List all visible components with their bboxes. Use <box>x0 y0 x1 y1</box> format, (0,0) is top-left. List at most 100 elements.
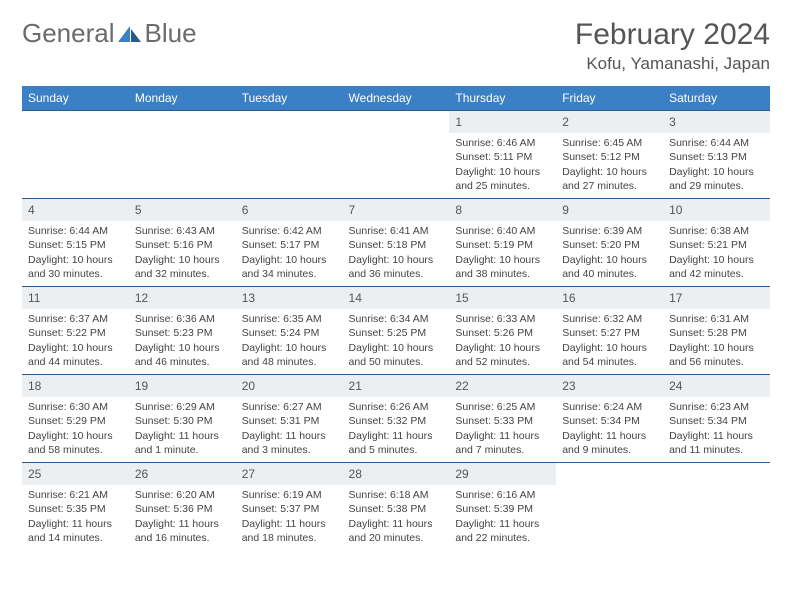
sunset-text: Sunset: 5:21 PM <box>669 238 764 252</box>
sunrise-text: Sunrise: 6:34 AM <box>349 312 444 326</box>
daylight-text: Daylight: 10 hours and 29 minutes. <box>669 165 764 193</box>
week-row: 18Sunrise: 6:30 AMSunset: 5:29 PMDayligh… <box>22 375 770 463</box>
day-cell: 9Sunrise: 6:39 AMSunset: 5:20 PMDaylight… <box>556 199 663 287</box>
day-details: Sunrise: 6:25 AMSunset: 5:33 PMDaylight:… <box>449 397 556 462</box>
day-header-row: SundayMondayTuesdayWednesdayThursdayFrid… <box>22 86 770 111</box>
day-cell: 18Sunrise: 6:30 AMSunset: 5:29 PMDayligh… <box>22 375 129 463</box>
day-cell: 11Sunrise: 6:37 AMSunset: 5:22 PMDayligh… <box>22 287 129 375</box>
day-cell: 22Sunrise: 6:25 AMSunset: 5:33 PMDayligh… <box>449 375 556 463</box>
day-number: 9 <box>556 199 663 221</box>
sunrise-text: Sunrise: 6:20 AM <box>135 488 230 502</box>
day-details: Sunrise: 6:20 AMSunset: 5:36 PMDaylight:… <box>129 485 236 550</box>
sunrise-text: Sunrise: 6:41 AM <box>349 224 444 238</box>
sunset-text: Sunset: 5:20 PM <box>562 238 657 252</box>
day-cell: 19Sunrise: 6:29 AMSunset: 5:30 PMDayligh… <box>129 375 236 463</box>
day-cell: 16Sunrise: 6:32 AMSunset: 5:27 PMDayligh… <box>556 287 663 375</box>
day-cell: 21Sunrise: 6:26 AMSunset: 5:32 PMDayligh… <box>343 375 450 463</box>
daylight-text: Daylight: 10 hours and 25 minutes. <box>455 165 550 193</box>
calendar-body: 1Sunrise: 6:46 AMSunset: 5:11 PMDaylight… <box>22 111 770 551</box>
day-header-tuesday: Tuesday <box>236 86 343 111</box>
daylight-text: Daylight: 11 hours and 5 minutes. <box>349 429 444 457</box>
sunset-text: Sunset: 5:38 PM <box>349 502 444 516</box>
sunrise-text: Sunrise: 6:42 AM <box>242 224 337 238</box>
sunrise-text: Sunrise: 6:33 AM <box>455 312 550 326</box>
sunset-text: Sunset: 5:30 PM <box>135 414 230 428</box>
empty-cell <box>236 111 343 199</box>
daylight-text: Daylight: 11 hours and 20 minutes. <box>349 517 444 545</box>
daylight-text: Daylight: 10 hours and 42 minutes. <box>669 253 764 281</box>
day-number: 2 <box>556 111 663 133</box>
day-number: 28 <box>343 463 450 485</box>
daylight-text: Daylight: 10 hours and 50 minutes. <box>349 341 444 369</box>
day-cell: 24Sunrise: 6:23 AMSunset: 5:34 PMDayligh… <box>663 375 770 463</box>
day-number <box>556 463 663 485</box>
day-details: Sunrise: 6:46 AMSunset: 5:11 PMDaylight:… <box>449 133 556 198</box>
day-cell: 14Sunrise: 6:34 AMSunset: 5:25 PMDayligh… <box>343 287 450 375</box>
sunrise-text: Sunrise: 6:37 AM <box>28 312 123 326</box>
day-cell: 28Sunrise: 6:18 AMSunset: 5:38 PMDayligh… <box>343 463 450 551</box>
day-details: Sunrise: 6:34 AMSunset: 5:25 PMDaylight:… <box>343 309 450 374</box>
sunrise-text: Sunrise: 6:35 AM <box>242 312 337 326</box>
day-number: 14 <box>343 287 450 309</box>
day-details: Sunrise: 6:16 AMSunset: 5:39 PMDaylight:… <box>449 485 556 550</box>
daylight-text: Daylight: 11 hours and 16 minutes. <box>135 517 230 545</box>
day-number: 1 <box>449 111 556 133</box>
sunrise-text: Sunrise: 6:38 AM <box>669 224 764 238</box>
day-number: 22 <box>449 375 556 397</box>
daylight-text: Daylight: 10 hours and 48 minutes. <box>242 341 337 369</box>
sunrise-text: Sunrise: 6:16 AM <box>455 488 550 502</box>
sunset-text: Sunset: 5:36 PM <box>135 502 230 516</box>
day-number <box>236 111 343 133</box>
day-cell: 29Sunrise: 6:16 AMSunset: 5:39 PMDayligh… <box>449 463 556 551</box>
day-details: Sunrise: 6:39 AMSunset: 5:20 PMDaylight:… <box>556 221 663 286</box>
day-number: 21 <box>343 375 450 397</box>
day-details: Sunrise: 6:21 AMSunset: 5:35 PMDaylight:… <box>22 485 129 550</box>
day-number: 5 <box>129 199 236 221</box>
day-details: Sunrise: 6:18 AMSunset: 5:38 PMDaylight:… <box>343 485 450 550</box>
day-details: Sunrise: 6:44 AMSunset: 5:15 PMDaylight:… <box>22 221 129 286</box>
sunrise-text: Sunrise: 6:18 AM <box>349 488 444 502</box>
day-details: Sunrise: 6:35 AMSunset: 5:24 PMDaylight:… <box>236 309 343 374</box>
day-number: 25 <box>22 463 129 485</box>
week-row: 25Sunrise: 6:21 AMSunset: 5:35 PMDayligh… <box>22 463 770 551</box>
day-details: Sunrise: 6:30 AMSunset: 5:29 PMDaylight:… <box>22 397 129 462</box>
day-cell: 4Sunrise: 6:44 AMSunset: 5:15 PMDaylight… <box>22 199 129 287</box>
day-number: 19 <box>129 375 236 397</box>
sunset-text: Sunset: 5:27 PM <box>562 326 657 340</box>
sunrise-text: Sunrise: 6:44 AM <box>669 136 764 150</box>
day-cell: 13Sunrise: 6:35 AMSunset: 5:24 PMDayligh… <box>236 287 343 375</box>
sunset-text: Sunset: 5:23 PM <box>135 326 230 340</box>
day-number: 26 <box>129 463 236 485</box>
daylight-text: Daylight: 10 hours and 32 minutes. <box>135 253 230 281</box>
sunset-text: Sunset: 5:34 PM <box>669 414 764 428</box>
day-number: 8 <box>449 199 556 221</box>
empty-cell <box>22 111 129 199</box>
day-details: Sunrise: 6:42 AMSunset: 5:17 PMDaylight:… <box>236 221 343 286</box>
daylight-text: Daylight: 10 hours and 30 minutes. <box>28 253 123 281</box>
sunset-text: Sunset: 5:18 PM <box>349 238 444 252</box>
daylight-text: Daylight: 10 hours and 58 minutes. <box>28 429 123 457</box>
sunset-text: Sunset: 5:32 PM <box>349 414 444 428</box>
day-number: 12 <box>129 287 236 309</box>
daylight-text: Daylight: 11 hours and 7 minutes. <box>455 429 550 457</box>
day-details: Sunrise: 6:32 AMSunset: 5:27 PMDaylight:… <box>556 309 663 374</box>
daylight-text: Daylight: 10 hours and 36 minutes. <box>349 253 444 281</box>
day-number: 15 <box>449 287 556 309</box>
day-cell: 8Sunrise: 6:40 AMSunset: 5:19 PMDaylight… <box>449 199 556 287</box>
month-title: February 2024 <box>575 18 770 52</box>
day-number: 4 <box>22 199 129 221</box>
day-details: Sunrise: 6:44 AMSunset: 5:13 PMDaylight:… <box>663 133 770 198</box>
day-number: 23 <box>556 375 663 397</box>
sunset-text: Sunset: 5:33 PM <box>455 414 550 428</box>
day-header-wednesday: Wednesday <box>343 86 450 111</box>
day-cell: 23Sunrise: 6:24 AMSunset: 5:34 PMDayligh… <box>556 375 663 463</box>
day-details: Sunrise: 6:38 AMSunset: 5:21 PMDaylight:… <box>663 221 770 286</box>
sunset-text: Sunset: 5:28 PM <box>669 326 764 340</box>
daylight-text: Daylight: 10 hours and 44 minutes. <box>28 341 123 369</box>
day-header-friday: Friday <box>556 86 663 111</box>
sunrise-text: Sunrise: 6:19 AM <box>242 488 337 502</box>
daylight-text: Daylight: 10 hours and 46 minutes. <box>135 341 230 369</box>
calendar-table: SundayMondayTuesdayWednesdayThursdayFrid… <box>22 86 770 551</box>
sunrise-text: Sunrise: 6:44 AM <box>28 224 123 238</box>
day-number: 17 <box>663 287 770 309</box>
